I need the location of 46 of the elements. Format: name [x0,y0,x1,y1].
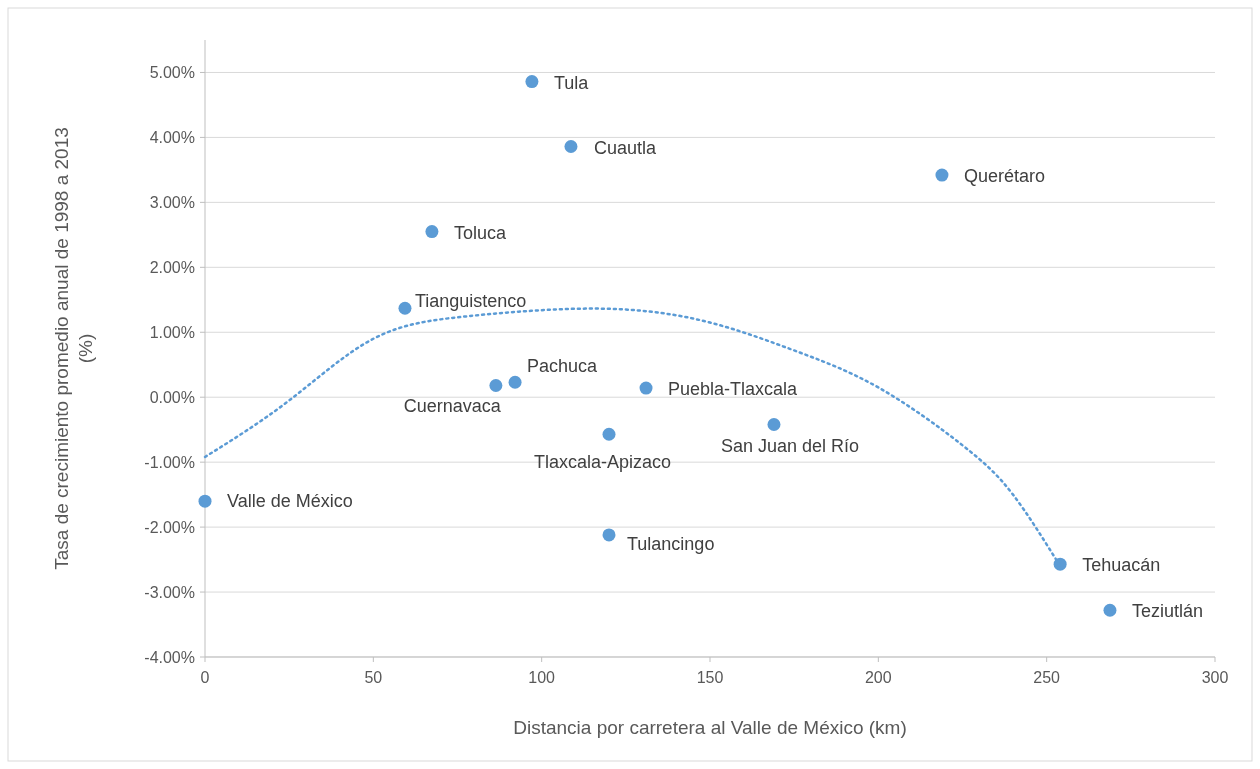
x-tick-label: 50 [364,669,383,686]
point [602,427,616,441]
x-tick-label: 200 [864,669,892,686]
annotation: Cuernavaca [403,395,502,416]
y-tick-label: 5.00% [149,64,195,82]
y-tick-label: -3.00% [144,583,195,601]
annotation: Valle de México [227,491,353,512]
y-tick-label: -1.00% [144,453,195,471]
point [398,301,412,315]
x-tick-label: 100 [528,669,556,686]
y-tick-label: 4.00% [149,129,195,147]
annotation: Tianguistenco [414,291,527,312]
annotation: Tula [553,72,590,93]
x-tick-label: 0 [200,669,210,686]
point [935,168,949,182]
point [767,417,781,431]
point [564,140,578,154]
x-tick-label: 250 [1033,669,1061,686]
annotation: Pachuca [527,356,599,377]
point [489,379,503,393]
annotation: Cuautla [593,137,657,158]
annotation: Tlaxcala-Apizaco [534,452,672,473]
y-tick-label: -4.00% [144,648,195,666]
point [198,494,212,508]
y-tick-label: 0.00% [149,388,195,406]
point [1103,603,1117,617]
point [525,75,539,89]
annotation: Querétaro [963,166,1046,187]
y-tick-label: 1.00% [149,323,195,341]
x-tick-label: 150 [696,669,724,686]
x-axis-title: Distancia por carretera al Valle de México (km) [513,717,907,738]
point [508,375,522,389]
y-axis-title: Tasa de crecimiento promedio anual de 1998 a 2013 (%) [51,127,96,570]
annotation: Tulancingo [627,533,715,554]
point [639,381,653,395]
point [602,528,616,542]
annotation: Puebla-Tlaxcala [668,379,799,400]
y-tick-label: 3.00% [149,193,195,211]
point [425,225,439,239]
annotation: Teziutlán [1131,601,1204,622]
y-tick-label: -2.00% [144,518,195,536]
annotation: Tehuacán [1082,555,1161,576]
x-tick-label: 300 [1201,669,1229,686]
annotation: San Juan del Río [720,436,860,457]
y-tick-label: 2.00% [149,258,195,276]
annotation: Toluca [453,222,507,243]
